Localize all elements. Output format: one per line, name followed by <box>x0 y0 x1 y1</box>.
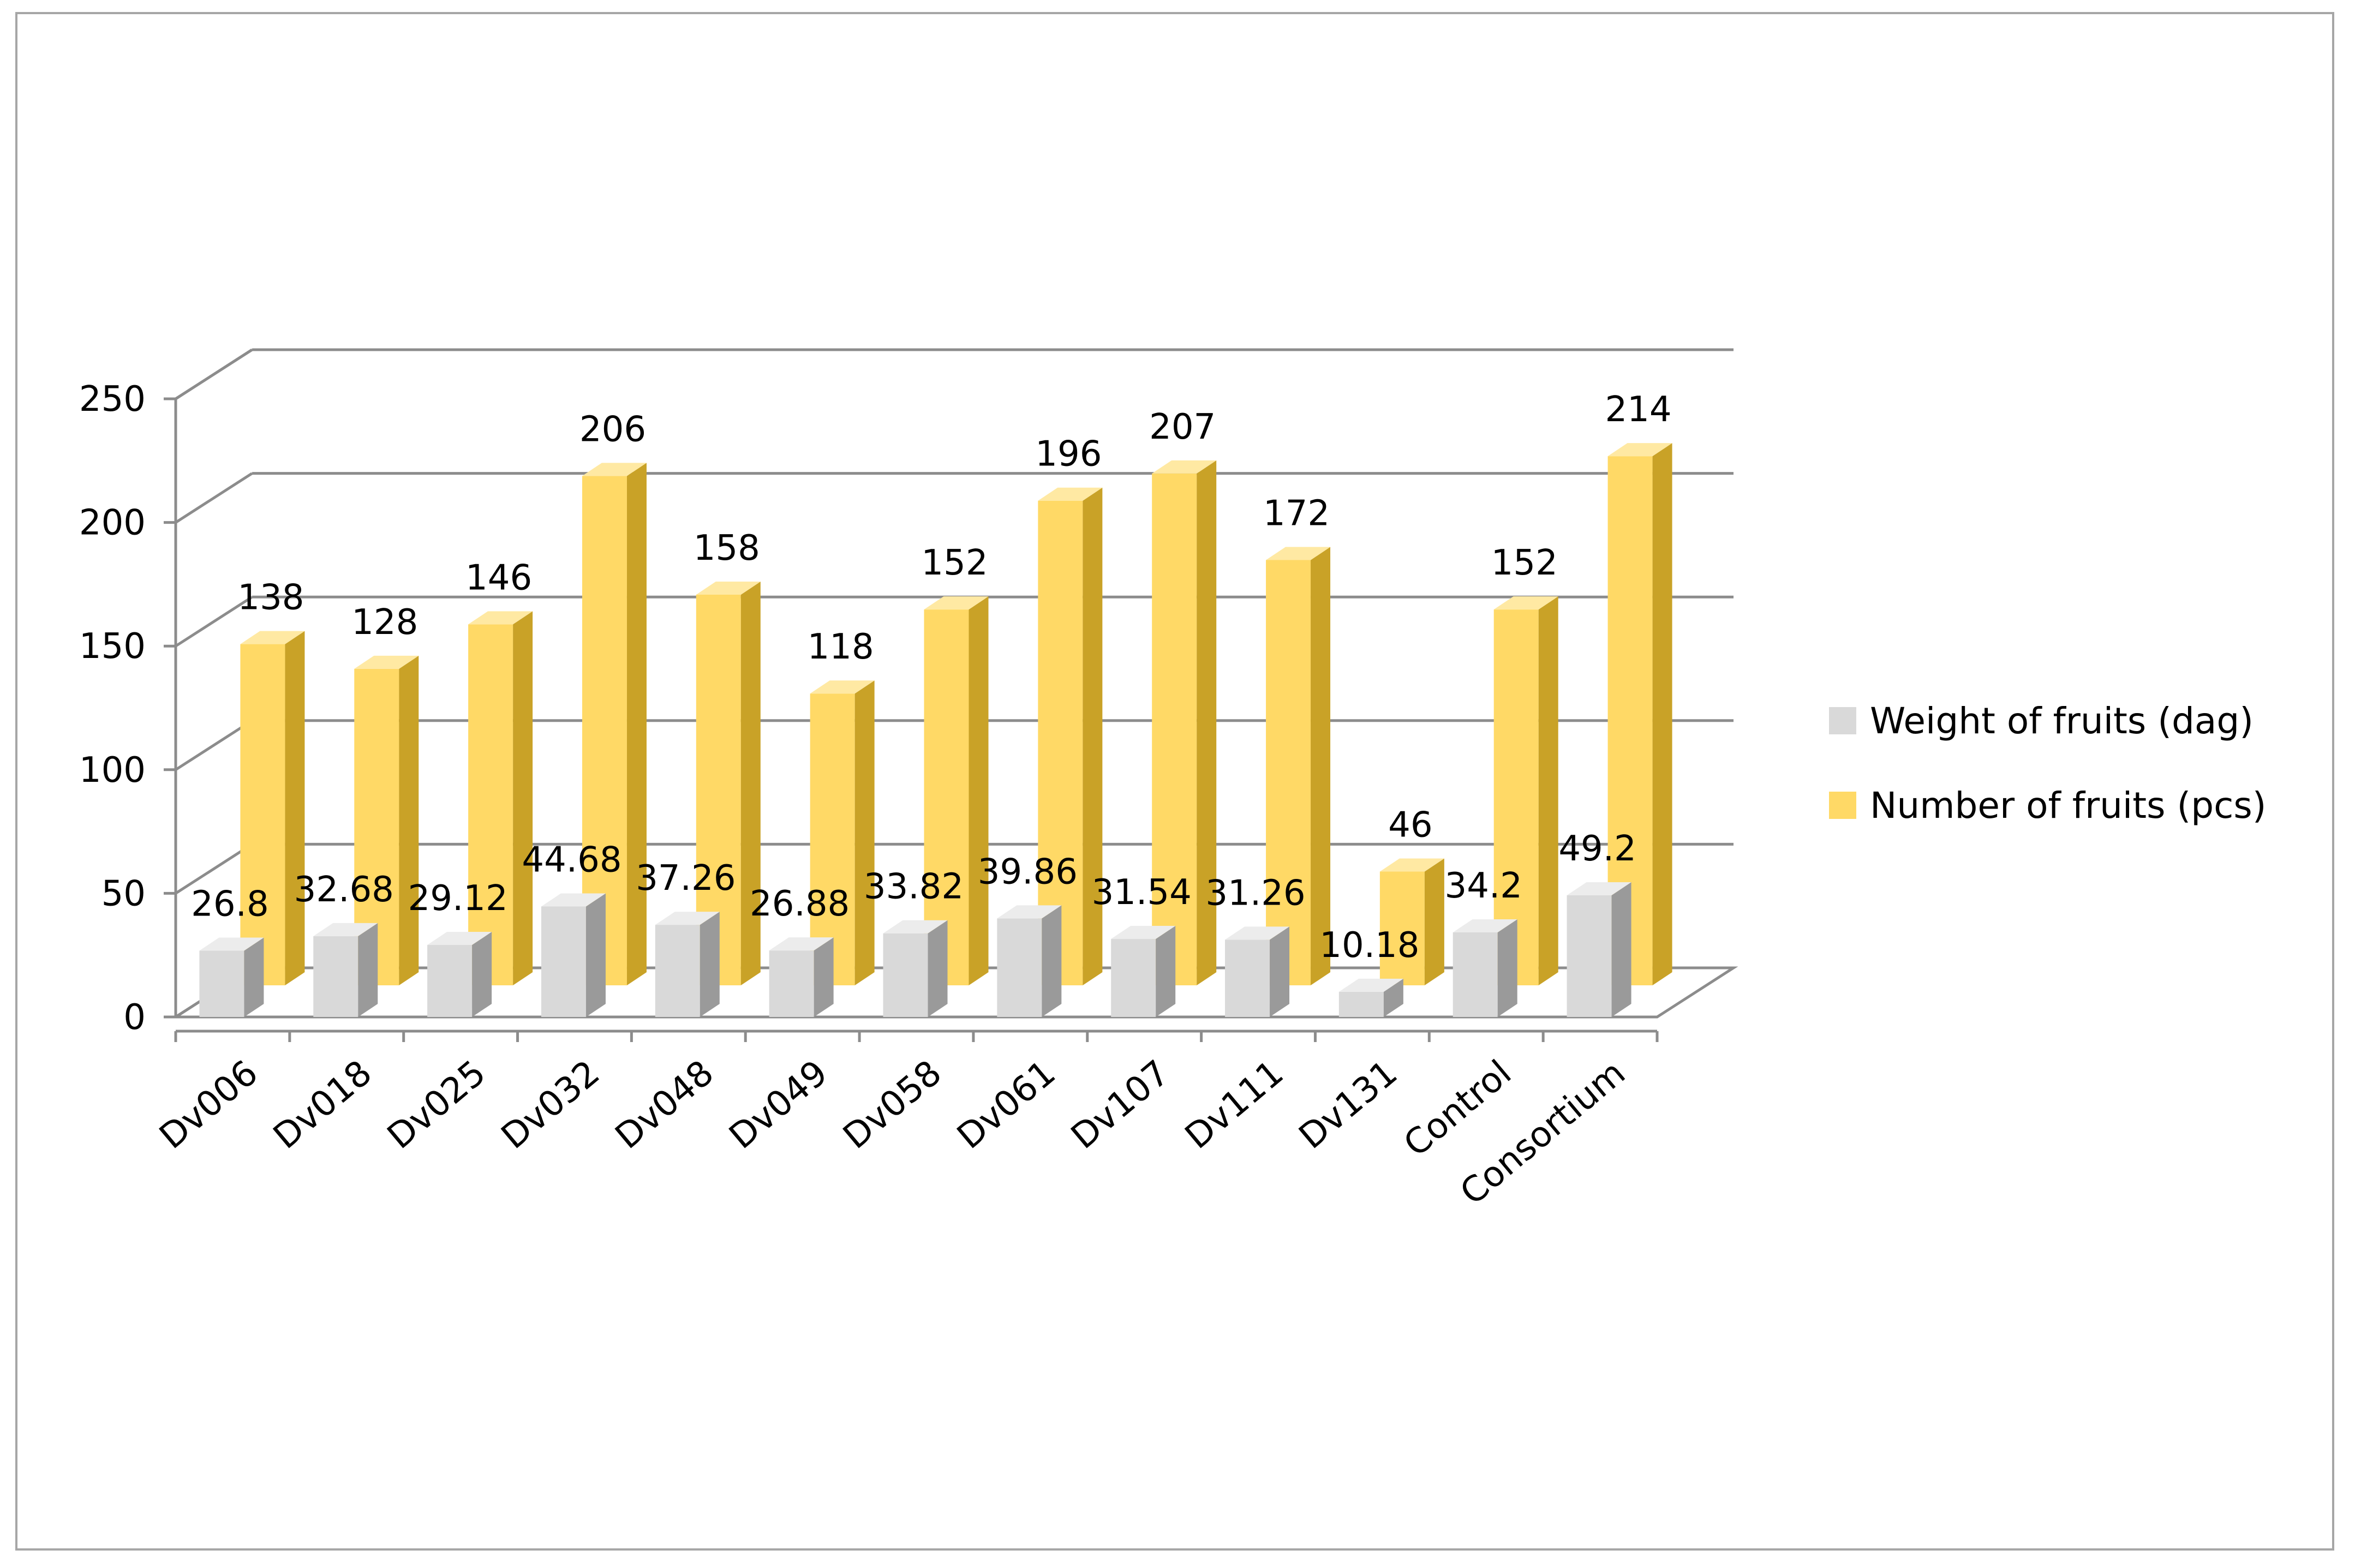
weight-bar <box>1567 882 1631 1017</box>
weight-data-label: 33.82 <box>864 867 964 907</box>
weight-data-label: 37.26 <box>636 858 736 899</box>
y-tick-label: 200 <box>79 503 146 543</box>
legend-label: Weight of fruits (dag) <box>1870 700 2254 742</box>
x-tick-label: Dv032 <box>494 1053 607 1157</box>
number-bar <box>240 631 305 985</box>
x-tick-label: Dv111 <box>1178 1053 1291 1157</box>
x-tick-label: Dv131 <box>1292 1053 1405 1157</box>
number-data-label: 46 <box>1388 805 1432 846</box>
weight-bar <box>883 920 948 1017</box>
weight-bar <box>1453 919 1517 1017</box>
weight-bar <box>427 932 492 1017</box>
number-bar <box>1493 596 1558 985</box>
weight-series-bars <box>199 882 1631 1017</box>
number-data-label: 207 <box>1149 407 1216 447</box>
y-tick-label: 0 <box>123 997 146 1038</box>
number-data-label: 206 <box>579 409 646 450</box>
number-bar <box>1379 858 1444 985</box>
number-data-label: 152 <box>921 543 988 583</box>
x-tick-label: Dv048 <box>608 1053 721 1157</box>
number-data-label: 118 <box>808 627 874 667</box>
weight-data-label: 10.18 <box>1319 925 1419 966</box>
number-bar <box>810 680 875 985</box>
number-data-label: 152 <box>1491 543 1558 583</box>
number-data-label: 172 <box>1263 493 1330 534</box>
weight-bar <box>1338 978 1403 1017</box>
number-data-label: 128 <box>351 602 418 643</box>
gridline-side <box>175 843 253 895</box>
x-tick-label: Dv107 <box>1064 1053 1178 1157</box>
weight-data-label: 39.86 <box>978 852 1078 892</box>
weight-bar <box>1111 926 1176 1017</box>
weight-bar <box>541 893 606 1017</box>
weight-data-label: 31.26 <box>1205 873 1305 913</box>
weight-data-label: 26.88 <box>750 884 850 924</box>
x-tick-label: Dv018 <box>266 1053 380 1157</box>
x-tick-label: Dv061 <box>950 1053 1063 1157</box>
weight-data-label: 34.2 <box>1444 866 1522 906</box>
number-data-label: 196 <box>1035 434 1102 475</box>
weight-bar <box>769 937 834 1017</box>
number-data-label: 146 <box>465 558 532 598</box>
x-tick-label: Dv049 <box>722 1053 835 1157</box>
x-tick-label: Dv025 <box>380 1053 493 1157</box>
y-tick-label: 50 <box>101 873 146 914</box>
weight-data-label: 29.12 <box>408 878 508 919</box>
number-bar <box>468 611 533 985</box>
weight-bar <box>199 937 264 1017</box>
weight-data-label: 32.68 <box>294 870 394 910</box>
legend: Weight of fruits (dag) Number of fruits (… <box>1829 700 2267 827</box>
legend-label: Number of fruits (pcs) <box>1870 785 2267 827</box>
legend-swatch <box>1829 792 1856 819</box>
gridline-side <box>175 348 253 400</box>
data-labels: 138 26.8 128 32.68 146 29.12 206 44.68 158 37.26 1… <box>191 390 1671 966</box>
weight-bar <box>997 905 1062 1017</box>
y-tick-label: 100 <box>79 750 146 791</box>
gridline-side <box>175 596 253 648</box>
number-data-label: 214 <box>1605 390 1671 430</box>
number-series-bars <box>240 443 1672 985</box>
number-data-label: 158 <box>694 528 760 568</box>
weight-bar <box>655 912 720 1017</box>
x-tick-label: Dv006 <box>152 1053 266 1157</box>
chart-frame: 0 50 100 150 200 250 Dv006 Dv018 Dv025 Dv032 Dv048… <box>15 12 2334 1551</box>
weight-data-label: 26.8 <box>191 884 269 925</box>
weight-bar <box>313 923 378 1017</box>
weight-data-label: 49.2 <box>1558 829 1636 869</box>
number-bar <box>1152 460 1217 985</box>
legend-swatch <box>1829 707 1856 734</box>
number-bar <box>1266 547 1331 985</box>
weight-bar <box>1225 926 1290 1017</box>
weight-data-label: 31.54 <box>1092 872 1192 913</box>
x-tick-label: Dv058 <box>836 1053 949 1157</box>
number-bar <box>1038 487 1103 985</box>
y-tick-label: 150 <box>79 626 146 667</box>
chart-svg: 0 50 100 150 200 250 Dv006 Dv018 Dv025 Dv032 Dv048… <box>79 348 2267 1213</box>
weight-data-label: 44.68 <box>522 840 621 881</box>
y-tick-label: 250 <box>79 379 146 420</box>
gridline-side <box>175 472 253 524</box>
number-data-label: 138 <box>237 578 304 618</box>
gridline-side <box>175 719 253 771</box>
